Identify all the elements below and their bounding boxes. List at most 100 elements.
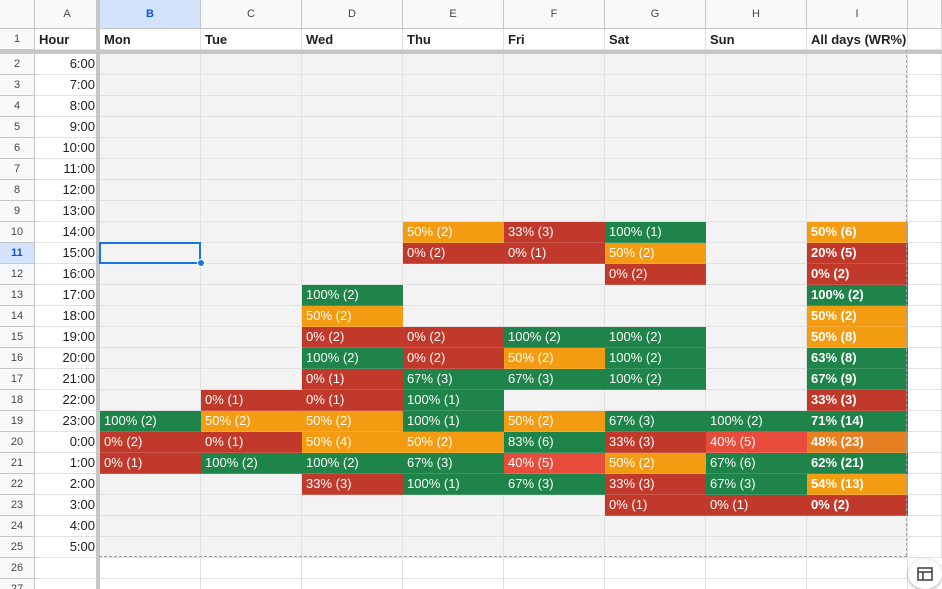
row-header-1[interactable]: 1	[0, 29, 35, 50]
empty-cell[interactable]	[201, 369, 302, 390]
empty-cell[interactable]	[100, 138, 201, 159]
blank-cell[interactable]	[201, 558, 302, 579]
hour-cell[interactable]: 21:00	[35, 369, 100, 390]
winrate-cell[interactable]: 67% (3)	[403, 369, 504, 390]
empty-cell[interactable]	[504, 201, 605, 222]
empty-cell[interactable]	[100, 474, 201, 495]
empty-cell[interactable]	[504, 390, 605, 411]
blank-cell[interactable]	[201, 579, 302, 589]
empty-cell[interactable]	[403, 537, 504, 558]
out-of-table-cell[interactable]	[908, 432, 942, 453]
out-of-table-cell[interactable]	[908, 54, 942, 75]
frozen-column-divider[interactable]	[96, 0, 100, 589]
row-header-15[interactable]: 15	[0, 327, 35, 348]
blank-cell[interactable]	[605, 558, 706, 579]
out-of-table-cell[interactable]	[908, 369, 942, 390]
empty-cell[interactable]	[201, 495, 302, 516]
winrate-cell[interactable]: 0% (2)	[403, 348, 504, 369]
select-all-corner[interactable]	[0, 0, 35, 29]
empty-cell[interactable]	[302, 159, 403, 180]
blank-cell[interactable]	[100, 558, 201, 579]
summary-cell[interactable]: 20% (5)	[807, 243, 908, 264]
winrate-cell[interactable]: 0% (2)	[100, 432, 201, 453]
hour-cell[interactable]: 7:00	[35, 75, 100, 96]
hour-cell[interactable]: 19:00	[35, 327, 100, 348]
empty-cell[interactable]	[403, 117, 504, 138]
winrate-cell[interactable]: 100% (1)	[403, 474, 504, 495]
row-header-14[interactable]: 14	[0, 306, 35, 327]
out-of-table-cell[interactable]	[908, 285, 942, 306]
row-header-11[interactable]: 11	[0, 243, 35, 264]
header-cell-f[interactable]: Fri	[504, 29, 605, 50]
empty-cell[interactable]	[100, 369, 201, 390]
out-of-table-cell[interactable]	[908, 222, 942, 243]
winrate-cell[interactable]: 0% (1)	[302, 369, 403, 390]
empty-cell[interactable]	[100, 390, 201, 411]
winrate-cell[interactable]: 33% (3)	[504, 222, 605, 243]
empty-cell[interactable]	[302, 180, 403, 201]
winrate-cell[interactable]: 0% (1)	[706, 495, 807, 516]
blank-cell[interactable]	[807, 558, 908, 579]
winrate-cell[interactable]: 0% (2)	[403, 243, 504, 264]
row-header-27[interactable]: 27	[0, 579, 35, 589]
row-header-9[interactable]: 9	[0, 201, 35, 222]
empty-cell[interactable]	[403, 180, 504, 201]
empty-cell[interactable]	[504, 495, 605, 516]
winrate-cell[interactable]: 0% (1)	[605, 495, 706, 516]
empty-cell[interactable]	[706, 264, 807, 285]
header-cell-h[interactable]: Sun	[706, 29, 807, 50]
blank-cell[interactable]	[706, 558, 807, 579]
winrate-cell[interactable]: 50% (2)	[403, 432, 504, 453]
column-header-c[interactable]: C	[201, 0, 302, 29]
blank-cell[interactable]	[403, 558, 504, 579]
empty-cell[interactable]	[504, 117, 605, 138]
empty-cell[interactable]	[100, 54, 201, 75]
empty-cell[interactable]	[403, 54, 504, 75]
row-header-23[interactable]: 23	[0, 495, 35, 516]
empty-cell[interactable]	[504, 516, 605, 537]
empty-cell[interactable]	[403, 96, 504, 117]
empty-cell[interactable]	[605, 96, 706, 117]
winrate-cell[interactable]: 100% (2)	[302, 453, 403, 474]
winrate-cell[interactable]: 0% (1)	[201, 390, 302, 411]
empty-cell[interactable]	[302, 264, 403, 285]
winrate-cell[interactable]: 100% (2)	[706, 411, 807, 432]
hour-cell[interactable]: 2:00	[35, 474, 100, 495]
winrate-cell[interactable]: 67% (6)	[706, 453, 807, 474]
hour-cell[interactable]: 3:00	[35, 495, 100, 516]
empty-cell[interactable]	[201, 75, 302, 96]
row-header-19[interactable]: 19	[0, 411, 35, 432]
header-cell-g[interactable]: Sat	[605, 29, 706, 50]
winrate-cell[interactable]: 0% (1)	[100, 453, 201, 474]
winrate-cell[interactable]: 67% (3)	[504, 474, 605, 495]
out-of-table-cell[interactable]	[908, 537, 942, 558]
empty-cell[interactable]	[706, 306, 807, 327]
winrate-cell[interactable]: 50% (2)	[605, 453, 706, 474]
empty-cell[interactable]	[807, 54, 908, 75]
out-of-table-cell[interactable]	[908, 75, 942, 96]
empty-cell[interactable]	[605, 516, 706, 537]
winrate-cell[interactable]: 67% (3)	[706, 474, 807, 495]
hour-cell[interactable]: 14:00	[35, 222, 100, 243]
hour-cell[interactable]: 6:00	[35, 54, 100, 75]
out-of-table-cell[interactable]	[908, 390, 942, 411]
summary-cell[interactable]: 62% (21)	[807, 453, 908, 474]
summary-cell[interactable]: 50% (2)	[807, 306, 908, 327]
column-header-a[interactable]: A	[35, 0, 100, 29]
empty-cell[interactable]	[605, 285, 706, 306]
winrate-cell[interactable]: 50% (2)	[504, 411, 605, 432]
winrate-cell[interactable]: 67% (3)	[403, 453, 504, 474]
empty-cell[interactable]	[403, 516, 504, 537]
hour-cell[interactable]: 10:00	[35, 138, 100, 159]
summary-cell[interactable]: 0% (2)	[807, 264, 908, 285]
summary-cell[interactable]: 54% (13)	[807, 474, 908, 495]
empty-cell[interactable]	[302, 537, 403, 558]
hour-cell[interactable]: 17:00	[35, 285, 100, 306]
row-header-25[interactable]: 25	[0, 537, 35, 558]
empty-cell[interactable]	[504, 306, 605, 327]
empty-cell[interactable]	[807, 180, 908, 201]
summary-cell[interactable]: 67% (9)	[807, 369, 908, 390]
empty-cell[interactable]	[100, 327, 201, 348]
empty-cell[interactable]	[100, 96, 201, 117]
